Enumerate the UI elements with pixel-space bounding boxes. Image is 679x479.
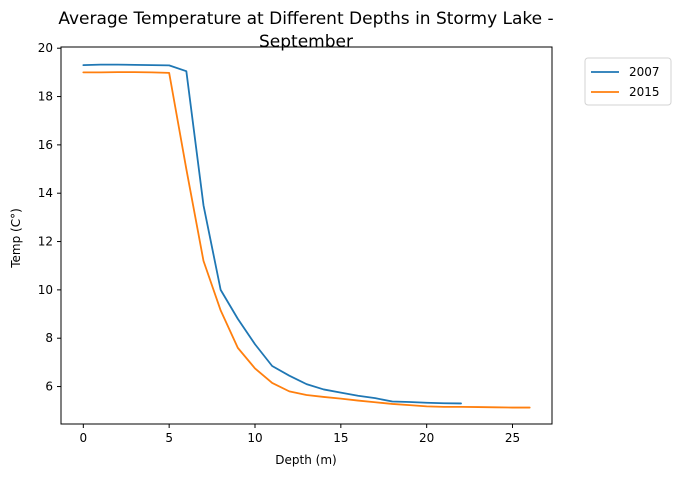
y-tick-label: 10: [38, 283, 53, 297]
y-tick-label: 8: [45, 331, 53, 345]
x-tick-label: 10: [247, 431, 262, 445]
legend-label-2015: 2015: [629, 85, 660, 99]
series-line-2015: [82, 71, 531, 409]
plot-frame: [60, 46, 553, 425]
x-tick-label: 20: [419, 431, 434, 445]
x-tick-label: 0: [79, 431, 87, 445]
plot-area: [60, 46, 553, 425]
x-tick-label: 25: [505, 431, 520, 445]
legend-label-2007: 2007: [629, 65, 660, 79]
legend: 2007 2015: [584, 57, 672, 106]
y-tick-label: 16: [38, 138, 53, 152]
series-line-2007: [82, 63, 462, 405]
y-tick-label: 12: [38, 235, 53, 249]
x-axis-label: Depth (m): [275, 453, 336, 467]
x-tick-label: 5: [165, 431, 173, 445]
axis-ticks: 0 5 10 15 20 25 6 8 10 12 14 16 18 20: [38, 41, 520, 445]
y-axis-label: Temp (C°): [9, 208, 23, 269]
y-tick-label: 6: [45, 380, 53, 394]
y-tick-label: 14: [38, 186, 53, 200]
chart-title-line-2: September: [259, 32, 353, 52]
y-tick-label: 20: [38, 41, 53, 55]
x-tick-label: 15: [333, 431, 348, 445]
y-tick-label: 18: [38, 90, 53, 104]
legend-box: [584, 57, 672, 106]
chart-title-line-1: Average Temperature at Different Depths …: [58, 9, 553, 29]
